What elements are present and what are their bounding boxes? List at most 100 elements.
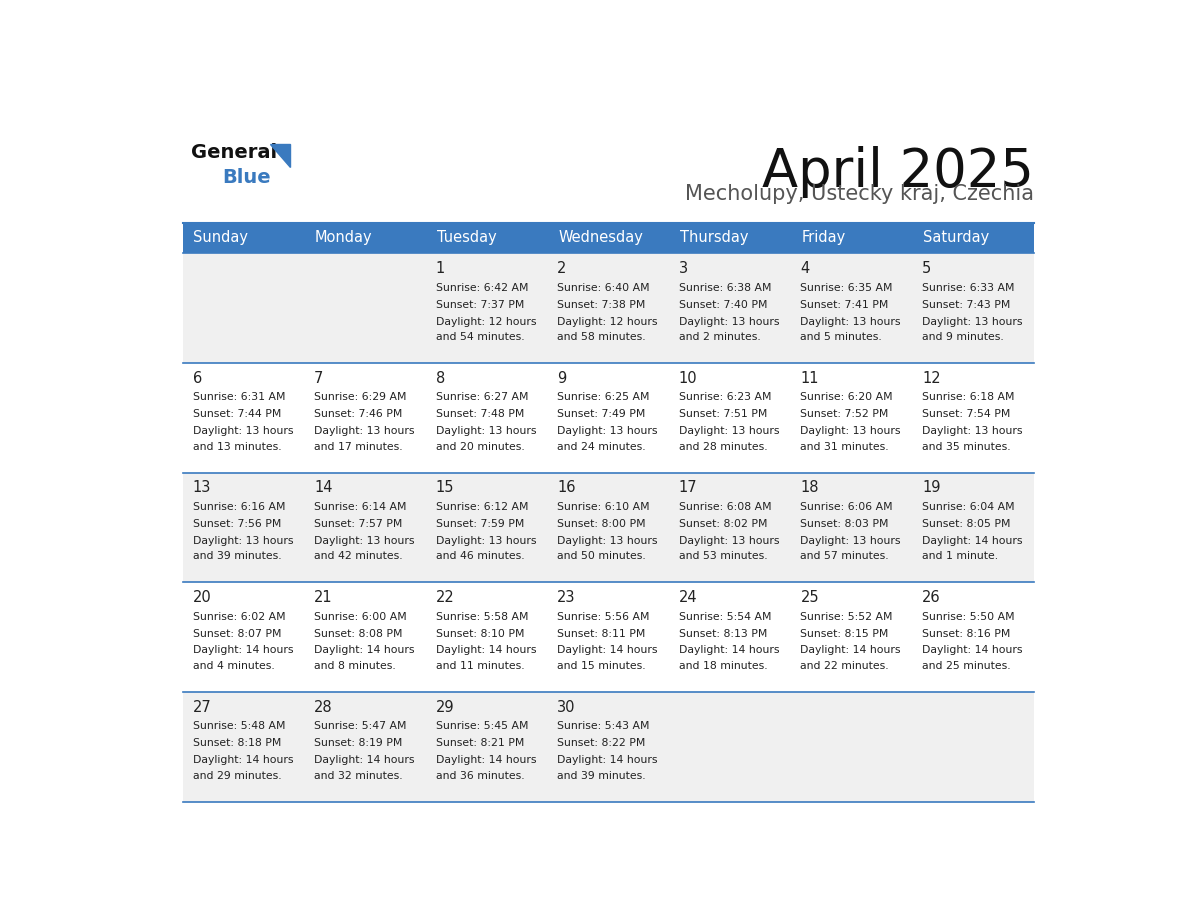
Text: 11: 11 — [801, 371, 819, 386]
Text: 8: 8 — [436, 371, 446, 386]
Text: Daylight: 13 hours: Daylight: 13 hours — [678, 317, 779, 327]
Text: Sunset: 7:40 PM: Sunset: 7:40 PM — [678, 299, 767, 309]
Text: 24: 24 — [678, 590, 697, 605]
Text: Sunrise: 6:33 AM: Sunrise: 6:33 AM — [922, 283, 1015, 293]
Text: Daylight: 14 hours: Daylight: 14 hours — [557, 645, 658, 655]
Text: 16: 16 — [557, 480, 576, 496]
Text: Sunset: 7:57 PM: Sunset: 7:57 PM — [315, 519, 403, 529]
Text: Daylight: 13 hours: Daylight: 13 hours — [922, 317, 1023, 327]
Text: Saturday: Saturday — [923, 230, 990, 245]
Text: and 53 minutes.: and 53 minutes. — [678, 551, 767, 561]
Text: and 32 minutes.: and 32 minutes. — [315, 770, 403, 780]
Text: and 2 minutes.: and 2 minutes. — [678, 332, 760, 341]
Text: Sunset: 7:38 PM: Sunset: 7:38 PM — [557, 299, 646, 309]
Text: Daylight: 14 hours: Daylight: 14 hours — [678, 645, 779, 655]
Text: 15: 15 — [436, 480, 454, 496]
Polygon shape — [270, 144, 290, 167]
Text: Daylight: 12 hours: Daylight: 12 hours — [557, 317, 658, 327]
Text: Daylight: 13 hours: Daylight: 13 hours — [436, 426, 536, 436]
Text: Sunrise: 6:35 AM: Sunrise: 6:35 AM — [801, 283, 893, 293]
Text: Sunset: 7:52 PM: Sunset: 7:52 PM — [801, 409, 889, 420]
Bar — [183, 473, 1035, 582]
Text: Sunset: 8:05 PM: Sunset: 8:05 PM — [922, 519, 1011, 529]
Text: and 1 minute.: and 1 minute. — [922, 551, 998, 561]
Text: Sunrise: 6:08 AM: Sunrise: 6:08 AM — [678, 502, 771, 512]
Text: and 8 minutes.: and 8 minutes. — [315, 661, 396, 671]
Text: Daylight: 13 hours: Daylight: 13 hours — [192, 536, 293, 546]
Text: Daylight: 14 hours: Daylight: 14 hours — [801, 645, 901, 655]
Text: and 31 minutes.: and 31 minutes. — [801, 442, 889, 452]
Text: Sunrise: 6:23 AM: Sunrise: 6:23 AM — [678, 392, 771, 402]
Text: Sunrise: 6:42 AM: Sunrise: 6:42 AM — [436, 283, 529, 293]
Text: Sunset: 8:22 PM: Sunset: 8:22 PM — [557, 738, 646, 748]
Text: Sunset: 7:54 PM: Sunset: 7:54 PM — [922, 409, 1011, 420]
Text: Daylight: 14 hours: Daylight: 14 hours — [557, 756, 658, 765]
Text: 25: 25 — [801, 590, 819, 605]
Text: Sunrise: 6:29 AM: Sunrise: 6:29 AM — [315, 392, 406, 402]
Text: Sunset: 7:56 PM: Sunset: 7:56 PM — [192, 519, 282, 529]
Text: 14: 14 — [315, 480, 333, 496]
Text: and 46 minutes.: and 46 minutes. — [436, 551, 524, 561]
Text: Sunrise: 5:50 AM: Sunrise: 5:50 AM — [922, 611, 1015, 621]
Text: Sunset: 7:46 PM: Sunset: 7:46 PM — [315, 409, 403, 420]
Text: April 2025: April 2025 — [763, 146, 1035, 197]
Text: and 15 minutes.: and 15 minutes. — [557, 661, 646, 671]
Text: Daylight: 12 hours: Daylight: 12 hours — [436, 317, 536, 327]
Text: Sunrise: 6:14 AM: Sunrise: 6:14 AM — [315, 502, 406, 512]
Text: Monday: Monday — [315, 230, 373, 245]
Text: Daylight: 14 hours: Daylight: 14 hours — [192, 645, 293, 655]
Text: 30: 30 — [557, 700, 576, 715]
Text: Sunset: 8:00 PM: Sunset: 8:00 PM — [557, 519, 646, 529]
Text: Sunrise: 6:20 AM: Sunrise: 6:20 AM — [801, 392, 893, 402]
Text: Sunset: 8:21 PM: Sunset: 8:21 PM — [436, 738, 524, 748]
Text: Daylight: 13 hours: Daylight: 13 hours — [436, 536, 536, 546]
Text: Sunset: 7:51 PM: Sunset: 7:51 PM — [678, 409, 767, 420]
Text: Sunrise: 6:27 AM: Sunrise: 6:27 AM — [436, 392, 529, 402]
Text: 13: 13 — [192, 480, 211, 496]
Text: Sunrise: 5:52 AM: Sunrise: 5:52 AM — [801, 611, 893, 621]
Text: Sunset: 7:43 PM: Sunset: 7:43 PM — [922, 299, 1011, 309]
Text: Daylight: 14 hours: Daylight: 14 hours — [315, 645, 415, 655]
Text: 29: 29 — [436, 700, 455, 715]
Text: 26: 26 — [922, 590, 941, 605]
Text: and 17 minutes.: and 17 minutes. — [315, 442, 403, 452]
Text: Sunset: 8:11 PM: Sunset: 8:11 PM — [557, 629, 646, 639]
Text: Blue: Blue — [222, 168, 271, 187]
Text: Sunset: 7:41 PM: Sunset: 7:41 PM — [801, 299, 889, 309]
Text: and 24 minutes.: and 24 minutes. — [557, 442, 646, 452]
Text: and 5 minutes.: and 5 minutes. — [801, 332, 883, 341]
Bar — [183, 253, 1035, 363]
Text: Sunrise: 6:31 AM: Sunrise: 6:31 AM — [192, 392, 285, 402]
Text: and 58 minutes.: and 58 minutes. — [557, 332, 646, 341]
Text: Daylight: 13 hours: Daylight: 13 hours — [678, 426, 779, 436]
Text: Sunrise: 6:06 AM: Sunrise: 6:06 AM — [801, 502, 893, 512]
Text: Sunset: 7:49 PM: Sunset: 7:49 PM — [557, 409, 646, 420]
Text: 4: 4 — [801, 261, 810, 276]
Text: Sunrise: 6:00 AM: Sunrise: 6:00 AM — [315, 611, 407, 621]
Text: 2: 2 — [557, 261, 567, 276]
Text: and 25 minutes.: and 25 minutes. — [922, 661, 1011, 671]
Text: Sunrise: 6:12 AM: Sunrise: 6:12 AM — [436, 502, 529, 512]
Text: Sunrise: 5:43 AM: Sunrise: 5:43 AM — [557, 722, 650, 732]
Text: Tuesday: Tuesday — [436, 230, 497, 245]
Bar — [426, 222, 548, 253]
Text: 18: 18 — [801, 480, 819, 496]
Text: 28: 28 — [315, 700, 333, 715]
Text: Wednesday: Wednesday — [558, 230, 643, 245]
Bar — [183, 363, 1035, 473]
Text: and 39 minutes.: and 39 minutes. — [192, 551, 282, 561]
Text: 21: 21 — [315, 590, 333, 605]
Text: Sunrise: 6:16 AM: Sunrise: 6:16 AM — [192, 502, 285, 512]
Text: Daylight: 13 hours: Daylight: 13 hours — [922, 426, 1023, 436]
Text: Sunset: 8:13 PM: Sunset: 8:13 PM — [678, 629, 767, 639]
Text: Sunrise: 5:54 AM: Sunrise: 5:54 AM — [678, 611, 771, 621]
Bar — [183, 692, 1035, 801]
Text: Daylight: 13 hours: Daylight: 13 hours — [801, 317, 901, 327]
Text: Sunset: 8:03 PM: Sunset: 8:03 PM — [801, 519, 889, 529]
Text: 3: 3 — [678, 261, 688, 276]
Text: Sunset: 8:16 PM: Sunset: 8:16 PM — [922, 629, 1011, 639]
Text: Sunrise: 5:58 AM: Sunrise: 5:58 AM — [436, 611, 529, 621]
Text: Daylight: 13 hours: Daylight: 13 hours — [801, 426, 901, 436]
Text: and 39 minutes.: and 39 minutes. — [557, 770, 646, 780]
Text: and 13 minutes.: and 13 minutes. — [192, 442, 282, 452]
